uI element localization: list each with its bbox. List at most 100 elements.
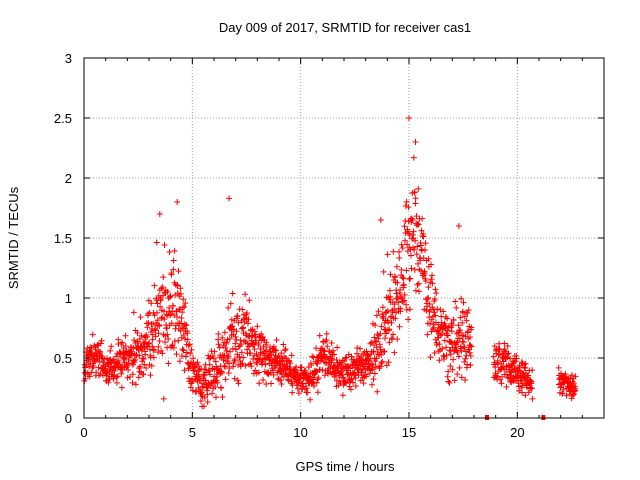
data-point [215,330,222,337]
data-point [435,348,442,355]
data-point [453,304,460,311]
data-point [522,360,529,367]
data-point [226,195,233,202]
data-point [166,249,173,256]
y-tick-label: 3 [65,51,72,66]
data-point [282,354,289,361]
data-point [464,361,471,368]
data-point [387,271,394,278]
data-point [423,307,430,314]
data-point [442,322,449,329]
data-point [138,332,145,339]
data-point [227,348,234,355]
data-point [463,317,470,324]
data-point [363,373,370,380]
data-point [415,185,422,192]
data-point [167,293,174,300]
data-point [379,358,386,365]
data-point [432,286,439,293]
data-point [385,359,392,366]
data-point [153,239,160,246]
data-point [232,333,239,340]
data-point [129,371,136,378]
data-point [492,364,499,371]
data-point [282,346,289,353]
data-point [415,280,422,287]
data-point [273,347,280,354]
data-point [194,359,201,366]
data-point [381,348,388,355]
data-point [198,380,205,387]
data-point [377,217,384,223]
data-point [210,355,217,362]
data-point [439,345,446,352]
data-point [314,389,321,396]
data-point [383,330,390,337]
data-point [417,242,424,249]
data-point [431,296,438,303]
data-point [156,322,163,329]
data-point [415,260,422,267]
data-point [418,247,425,254]
data-point [320,347,327,354]
data-point [398,241,405,248]
data-point [459,319,466,326]
data-point [396,248,403,255]
data-point [165,335,172,342]
data-point [428,316,435,323]
data-point [529,395,536,402]
data-point [410,228,417,235]
data-point [449,366,456,373]
data-point [118,341,125,348]
data-point [409,231,416,238]
data-point [415,221,422,228]
data-point [214,379,221,386]
data-point [97,340,104,347]
data-point [137,363,144,370]
data-point [387,293,394,300]
data-point [377,363,384,370]
data-point [189,387,196,394]
data-point [294,371,301,378]
data-point [512,358,519,365]
data-point [425,294,432,301]
data-point [357,345,364,352]
y-tick-label: 1.5 [54,231,72,246]
data-point [354,344,361,351]
data-point [179,309,186,316]
data-point [461,344,468,351]
data-point [413,213,420,220]
data-point [372,363,379,370]
data-point [329,347,336,354]
data-point [268,380,275,387]
data-point [191,364,198,371]
data-point [397,305,404,312]
data-point [133,352,140,359]
data-point [370,376,377,383]
data-point [169,341,176,348]
data-point [331,374,338,381]
data-point [414,243,421,250]
data-point [343,354,350,361]
data-point [429,272,436,279]
data-point [348,353,355,360]
data-point [119,339,126,346]
data-point [174,290,181,297]
data-point [426,314,433,321]
data-point [461,313,468,320]
data-point [222,363,229,370]
data-point [402,237,409,244]
data-point [449,322,456,329]
data-point [410,154,417,161]
data-point [158,285,165,292]
data-point [520,380,527,387]
data-point [201,403,208,410]
data-point [443,332,450,339]
data-point [572,373,579,380]
data-point [231,356,238,363]
data-point [277,377,284,384]
data-point [170,257,177,264]
data-point [394,279,401,286]
data-point [231,375,238,382]
data-point [136,365,143,372]
